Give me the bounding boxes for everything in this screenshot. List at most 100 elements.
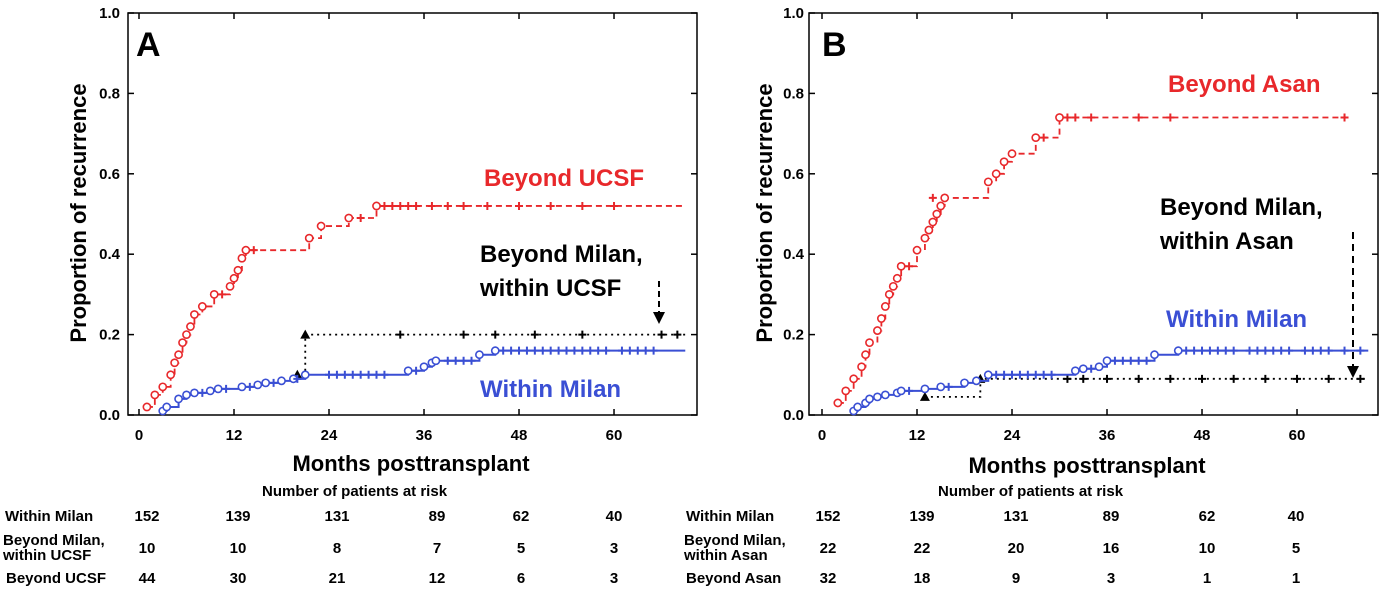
- panel-a-series-within-milan-censor-marker: [602, 346, 611, 355]
- panel-b-letter: B: [822, 26, 847, 64]
- risk-table-cell: 3: [610, 570, 618, 587]
- panel-a-series-beyond-milan-within-ucsf-censor-marker: [673, 330, 682, 339]
- panel-b-series-within-milan-censor-marker: [992, 370, 1001, 379]
- panel-b-series-within-milan-event-marker: [936, 382, 946, 392]
- panel-b-label-within-milan: Within Milan: [1166, 306, 1307, 333]
- panel-b-series-within-milan-censor-marker: [1324, 346, 1333, 355]
- risk-table-cell: 21: [329, 570, 346, 587]
- panel-a-series-beyond-ucsf-event-marker: [229, 273, 239, 283]
- risk-table-cell: 9: [1012, 570, 1020, 587]
- panel-b-series-within-milan-censor-marker: [1134, 356, 1143, 365]
- panel-a-series-within-milan-censor-marker: [507, 346, 516, 355]
- panel-a-series-within-milan-censor-marker: [332, 370, 341, 379]
- panel-b-series-beyond-asan-censor-marker: [928, 193, 937, 202]
- risk-table-cell: 20: [1008, 540, 1025, 557]
- panel-b-series-beyond-asan-event-marker: [1055, 113, 1064, 122]
- panel-a-series-beyond-ucsf-event-marker: [142, 402, 152, 412]
- panel-b-series-within-milan-censor-marker: [1015, 370, 1024, 379]
- panel-b-series-within-milan-censor-marker: [1221, 346, 1230, 355]
- panel-b-series-within-milan-censor-marker: [1205, 346, 1214, 355]
- panel-a-risk-row-label: within UCSF: [2, 547, 91, 564]
- panel-b-series-beyond-asan-censor-marker: [1134, 113, 1143, 122]
- panel-b-series-within-milan-censor-marker: [1118, 356, 1127, 365]
- panel-a-series-within-milan-event-marker: [475, 350, 484, 360]
- panel-a-series-beyond-ucsf-event-marker: [170, 358, 180, 368]
- panel-a-series-beyond-ucsf-event-marker: [158, 382, 168, 392]
- panel-a-series-within-milan-censor-marker: [269, 378, 278, 387]
- panel-a-series-within-milan-censor-marker: [293, 374, 302, 383]
- panel-b-series-within-milan-event-marker: [1150, 350, 1159, 360]
- risk-table-cell: 40: [606, 508, 623, 525]
- panel-b-series-within-milan-censor-marker: [1023, 370, 1032, 379]
- risk-table-cell: 139: [225, 508, 250, 525]
- panel-a-risk-title: Number of patients at risk: [262, 483, 448, 500]
- panel-a-plot-frame: [127, 12, 698, 416]
- panel-b-series-beyond-milan-within-asan-censor-marker: [1198, 374, 1207, 383]
- panel-b-series-within-milan-event-marker: [1102, 356, 1112, 366]
- panel-b-ylabel: Proportion of recurrence: [752, 83, 777, 342]
- panel-a-series-beyond-ucsf-censor-marker: [443, 201, 452, 210]
- panel-b-xlabel: Months posttransplant: [968, 453, 1206, 478]
- risk-table-cell: 10: [1199, 540, 1216, 557]
- panel-b-series-beyond-asan-censor-marker: [905, 262, 914, 271]
- panel-a-series-within-milan-censor-marker: [499, 346, 508, 355]
- panel-b-series-within-milan-event-marker: [1094, 362, 1104, 372]
- panel-b-series-within-milan-censor-marker: [1047, 370, 1056, 379]
- y-tick-label: 0.8: [99, 85, 120, 102]
- x-tick-label: 48: [1194, 427, 1211, 444]
- panel-b-series-beyond-milan-within-asan-censor-marker: [1134, 374, 1143, 383]
- panel-b-series-within-milan-censor-marker: [1245, 346, 1254, 355]
- panel-a-series-beyond-ucsf-event-marker: [344, 213, 354, 223]
- panel-a-series-beyond-ucsf-censor-marker: [380, 201, 389, 210]
- risk-table-cell: 8: [333, 540, 341, 557]
- panel-a-series-beyond-ucsf-event-marker: [182, 330, 191, 339]
- panel-a-series-within-milan-censor-marker: [530, 346, 539, 355]
- panel-a-series-within-milan-censor-marker: [459, 356, 468, 365]
- panel-a-series-beyond-ucsf-censor-marker: [218, 290, 227, 299]
- panel-b-risk-row-label: within Asan: [683, 547, 768, 564]
- risk-table-cell: 152: [815, 508, 840, 525]
- panel-b-label-beyond-milan-1: Beyond Milan,: [1160, 194, 1323, 221]
- panel-b-series-beyond-milan-within-asan-event-marker: [919, 391, 930, 401]
- panel-a-series-beyond-ucsf-censor-marker: [515, 201, 524, 210]
- panel-a-series-within-milan-censor-marker: [546, 346, 555, 355]
- panel-a-series-beyond-ucsf-censor-marker: [396, 201, 405, 210]
- risk-table-cell: 44: [139, 570, 156, 587]
- panel-a-series-beyond-milan-within-ucsf-censor-marker: [459, 330, 468, 339]
- panel-a-risk-table: Number of patients at risk Within Milan …: [2, 483, 448, 587]
- risk-table-cell: 22: [820, 540, 837, 557]
- panel-b-label-beyond-milan-2: within Asan: [1159, 228, 1294, 255]
- panel-b-series-within-milan-censor-marker: [1198, 346, 1207, 355]
- panel-b-series-beyond-milan-within-asan-line: [924, 377, 1369, 398]
- panel-b-series-within-milan-event-marker: [1078, 364, 1088, 374]
- panel-b-series-beyond-asan-event-marker: [873, 326, 882, 335]
- panel-a-series-within-milan-censor-marker: [625, 346, 634, 355]
- panel-b-series-within-milan-censor-marker: [1087, 364, 1096, 373]
- panel-a-series-within-milan-event-marker: [490, 346, 500, 356]
- y-tick-label: 0.6: [99, 166, 120, 183]
- panel-a-series-within-milan-event-marker: [174, 394, 183, 404]
- panel-a-series-beyond-ucsf-event-marker: [166, 370, 176, 380]
- panel-b-series-within-milan-censor-marker: [1031, 370, 1040, 379]
- panel-a-series-within-milan-censor-marker: [467, 356, 476, 365]
- panel-a-series-beyond-ucsf-censor-marker: [483, 201, 492, 210]
- panel-b-series-beyond-asan-event-marker: [892, 273, 902, 283]
- panel-a-series-beyond-ucsf-event-marker: [178, 338, 187, 348]
- panel-b-series-within-milan-event-marker: [1173, 346, 1183, 356]
- panel-b-series-within-milan-censor-marker: [1110, 356, 1119, 365]
- panel-b-plot-frame: [808, 12, 1379, 416]
- panel-a-series-beyond-ucsf-censor-marker: [412, 201, 421, 210]
- panel-b-series-beyond-asan-event-marker: [861, 350, 870, 360]
- y-tick-label: 0.4: [99, 246, 121, 263]
- x-tick-label: 0: [135, 427, 143, 444]
- x-tick-label: 12: [226, 427, 243, 444]
- panel-b-risk-title: Number of patients at risk: [938, 483, 1124, 500]
- panel-a-series-within-milan-censor-marker: [222, 384, 231, 393]
- panel-a-series-within-milan-censor-marker: [649, 346, 658, 355]
- risk-table-cell: 3: [1107, 570, 1115, 587]
- panel-b-series-within-milan-event-marker: [896, 386, 906, 396]
- risk-table-cell: 18: [914, 570, 931, 587]
- risk-table-cell: 7: [433, 540, 441, 557]
- panel-a-series-within-milan-censor-marker: [245, 382, 254, 391]
- y-tick-label: 0.4: [783, 246, 805, 263]
